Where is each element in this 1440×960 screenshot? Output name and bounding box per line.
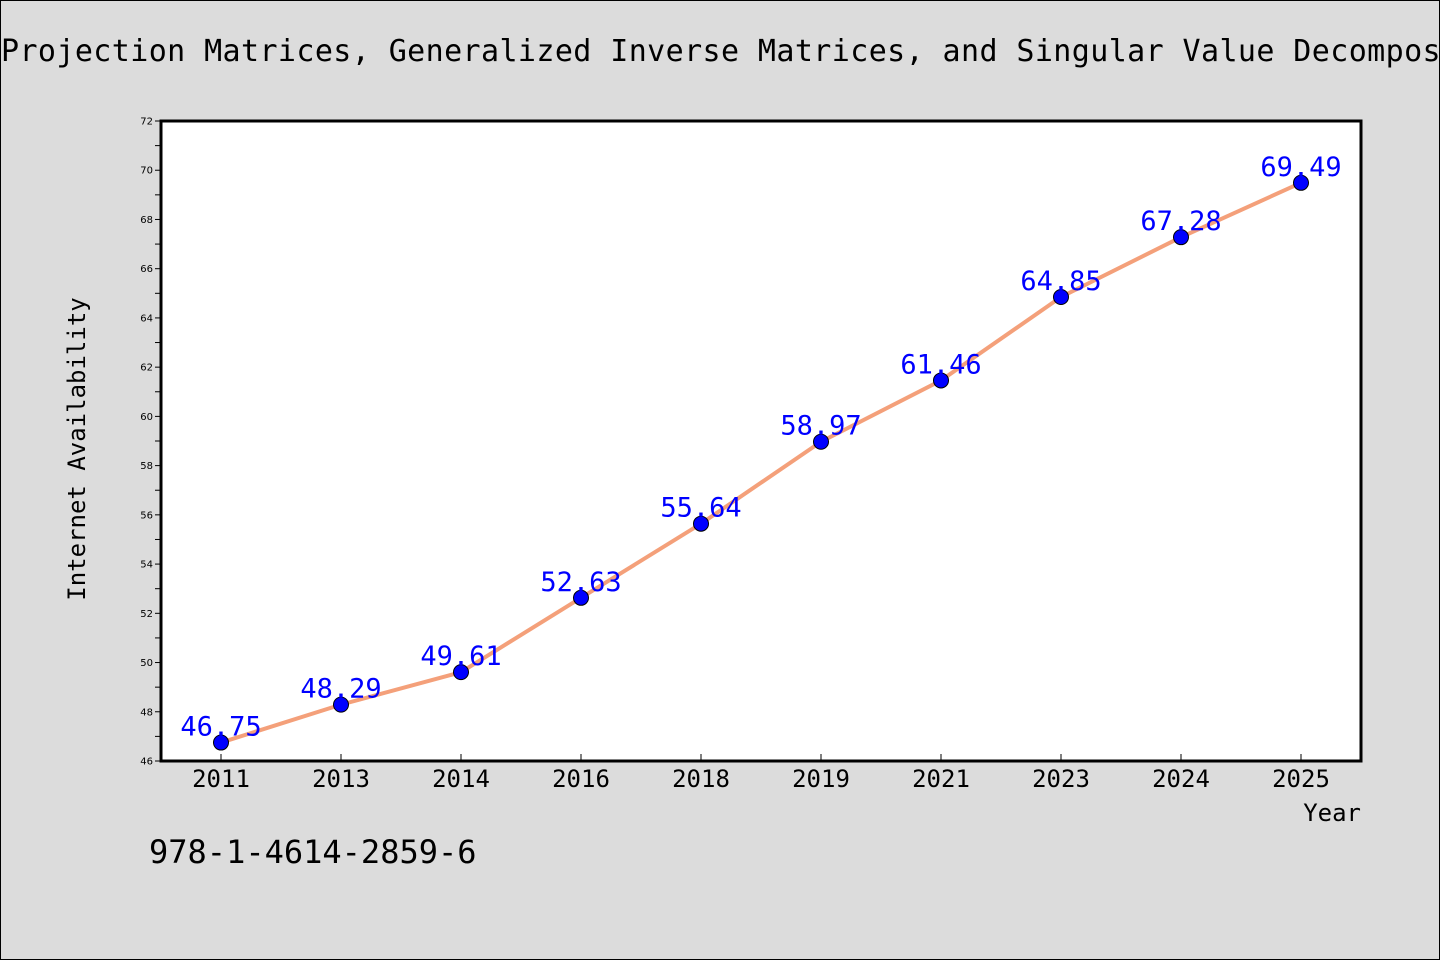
plot-area [159, 119, 1363, 763]
y-tick-label: 46 [140, 757, 153, 768]
series-line [220, 180, 1302, 745]
data-label: 67.28 [1140, 206, 1221, 237]
y-tick-label: 60 [140, 412, 153, 423]
y-tick-label: 72 [140, 117, 153, 128]
data-label: 64.85 [1020, 266, 1101, 297]
x-axis-title: Year [1303, 799, 1361, 827]
y-tick-label: 62 [140, 363, 153, 374]
x-tick-label: 2014 [432, 765, 490, 793]
data-label: 49.61 [420, 641, 501, 672]
x-tick-label: 2018 [672, 765, 730, 793]
x-tick-label: 2025 [1272, 765, 1330, 793]
data-label: 48.29 [300, 674, 381, 705]
data-label: 69.49 [1260, 152, 1341, 183]
data-label: 58.97 [780, 411, 861, 442]
isbn-text: 978-1-4614-2859-6 [149, 833, 477, 871]
y-tick-label: 52 [140, 609, 153, 620]
y-axis-title: Internet Availability [63, 297, 91, 600]
data-point [693, 515, 709, 532]
data-point [813, 433, 829, 450]
x-tick-label: 2011 [192, 765, 250, 793]
data-label: 46.75 [180, 712, 261, 743]
x-tick-label: 2023 [1032, 765, 1090, 793]
y-tick-label: 54 [140, 560, 153, 571]
y-tick-label: 70 [140, 166, 153, 177]
x-tick-label: 2019 [792, 765, 850, 793]
data-point [933, 372, 949, 389]
x-tick-label: 2013 [312, 765, 370, 793]
data-point [333, 696, 349, 713]
y-tick-label: 50 [140, 658, 153, 669]
y-tick-label: 56 [140, 510, 153, 521]
data-point [1053, 289, 1069, 305]
chart-title: Projection Matrices, Generalized Inverse… [1, 34, 1440, 69]
y-tick-label: 58 [140, 461, 153, 472]
y-tick-label: 48 [140, 707, 153, 718]
x-tick-label: 2024 [1152, 765, 1210, 793]
y-tick-label: 66 [140, 264, 153, 275]
data-point [1173, 229, 1189, 246]
y-tick-label: 68 [140, 215, 153, 226]
x-tick-label: 2021 [912, 765, 970, 793]
y-axis: 46 48 50 52 54 56 58 60 62 64 66 68 70 72 [140, 117, 161, 768]
data-label: 61.46 [900, 349, 981, 380]
x-tick-label: 2016 [552, 765, 610, 793]
data-label: 52.63 [540, 567, 621, 598]
y-tick-label: 64 [140, 313, 153, 324]
series-layer: 46.75 48.29 49.61 52.63 55.64 58.97 61.46 64.85… [180, 152, 1342, 751]
x-axis: 2011 2013 2014 2016 2018 2019 2021 2023 2024 2025 [192, 754, 1330, 793]
data-label: 55.64 [660, 493, 741, 524]
data-point [213, 734, 229, 751]
data-point [573, 589, 589, 606]
data-point [453, 664, 469, 681]
data-point [1293, 174, 1309, 191]
